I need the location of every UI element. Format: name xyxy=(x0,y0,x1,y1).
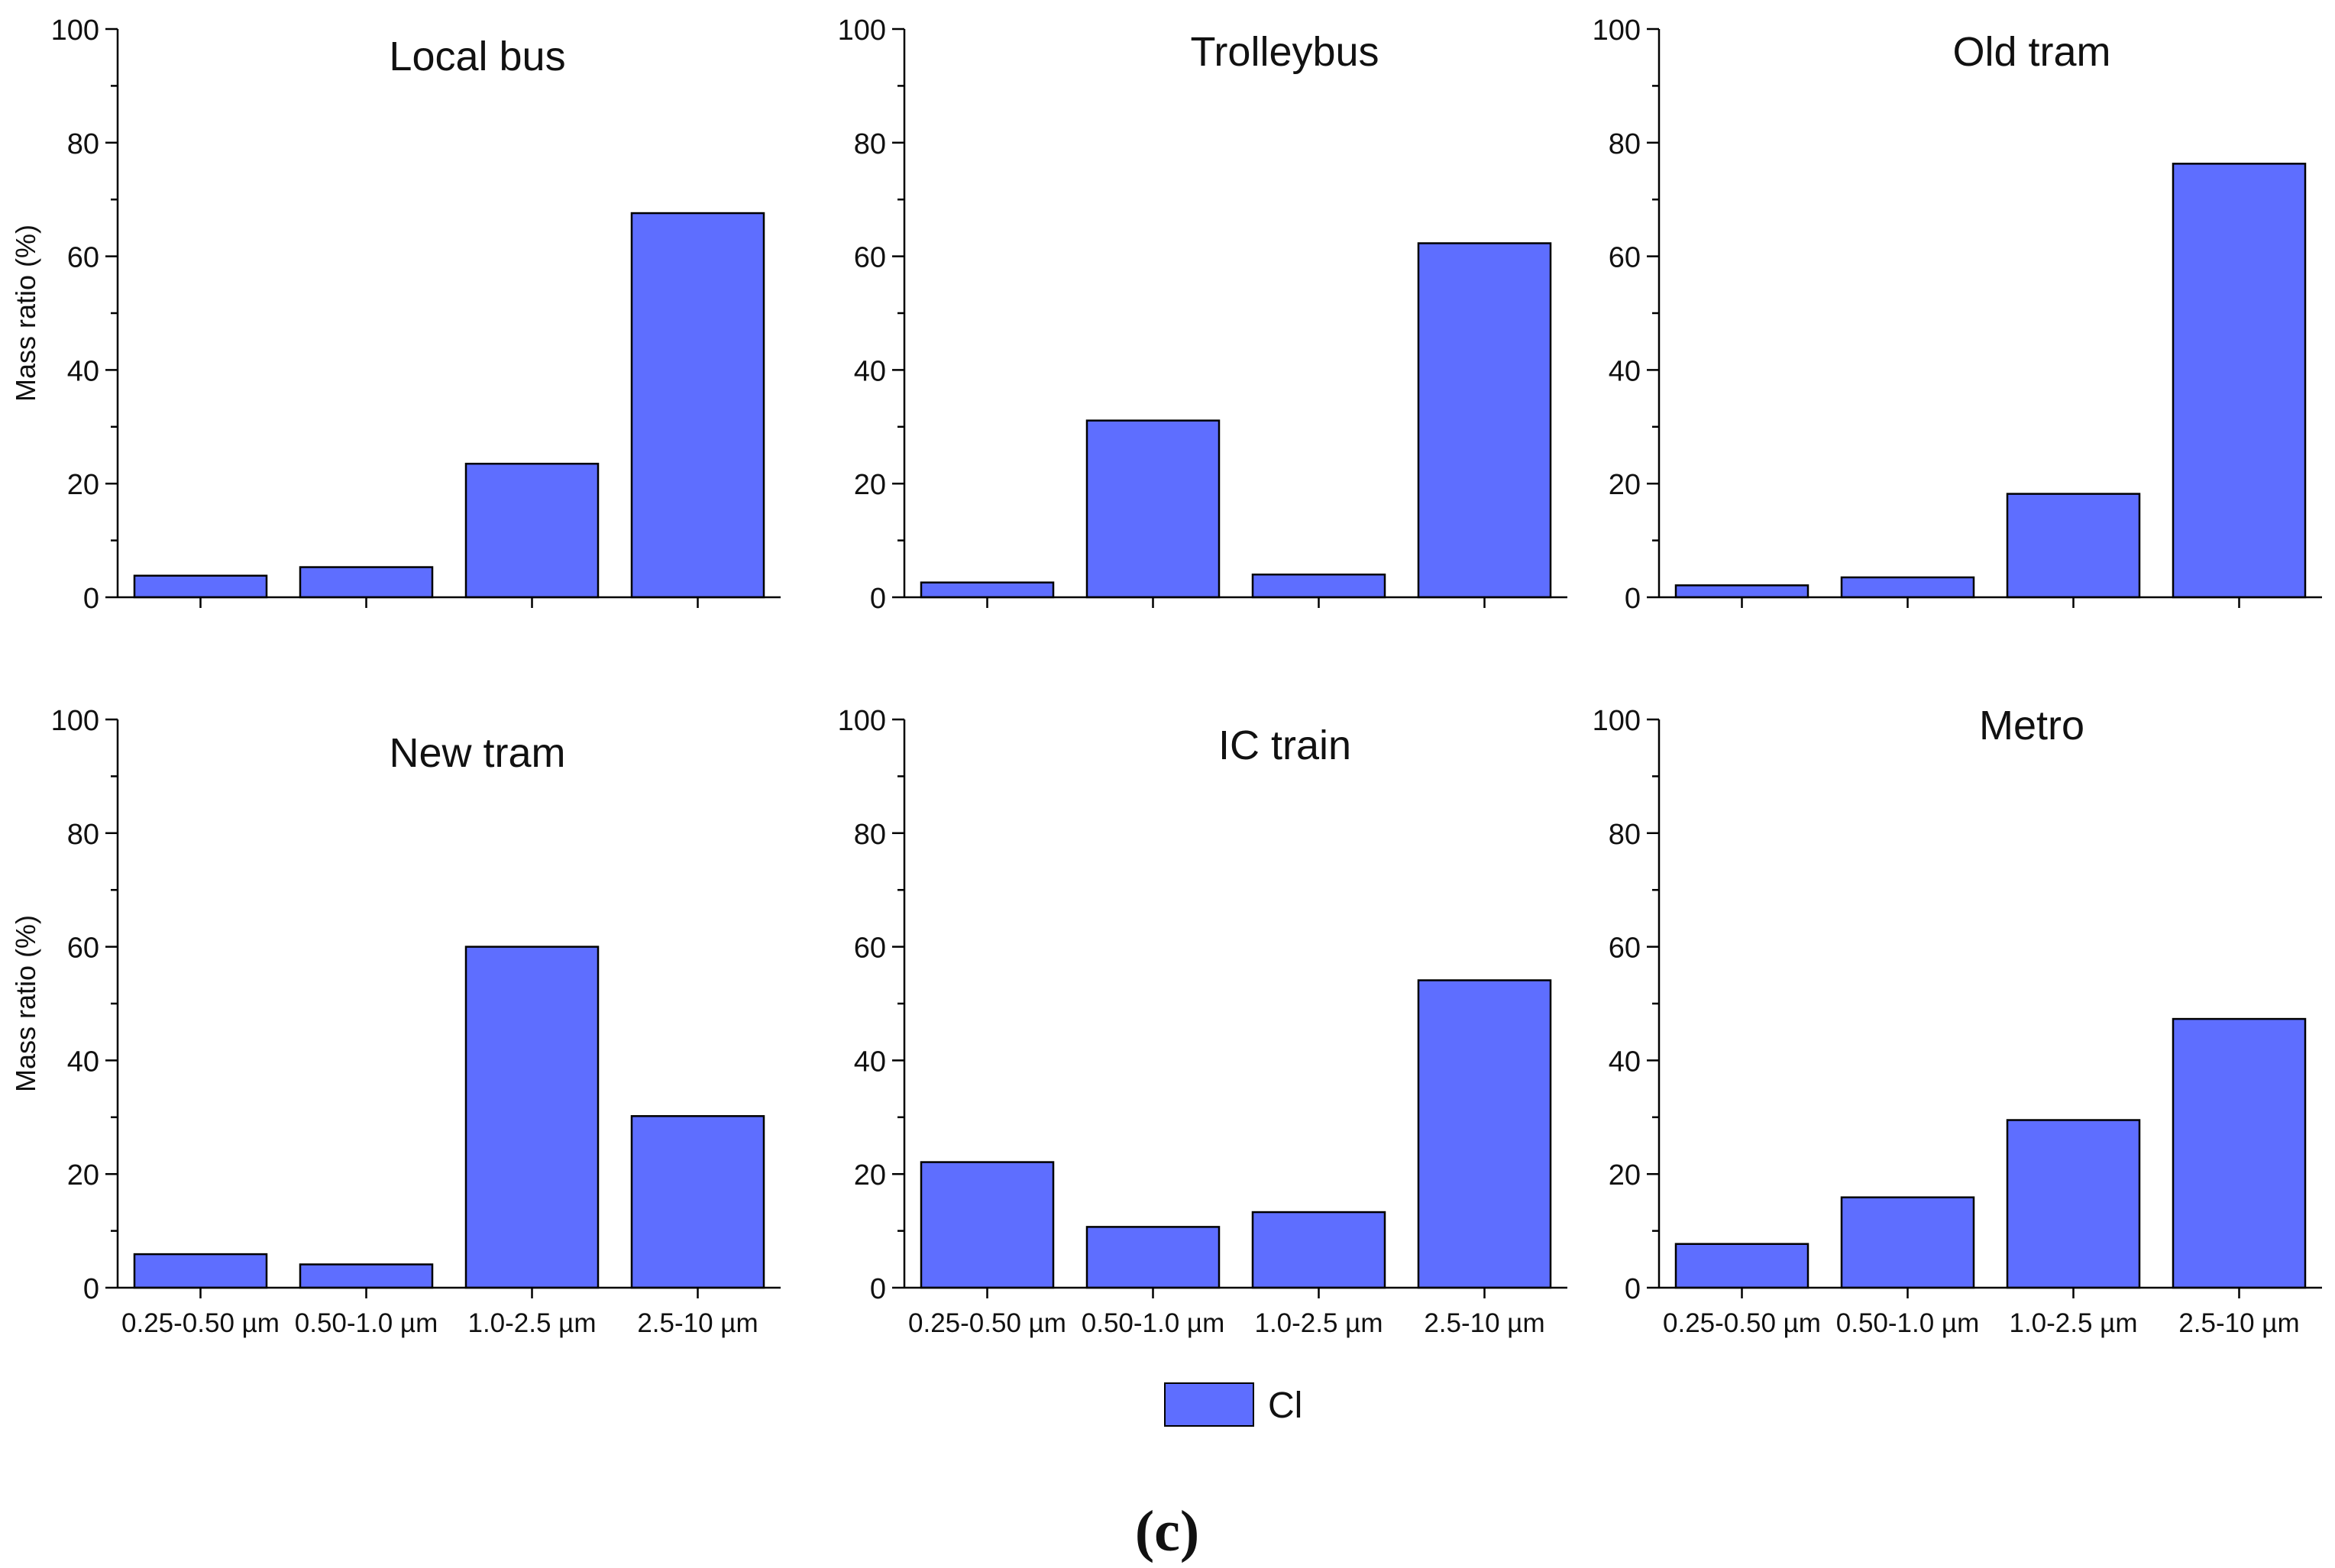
x-tick-label: 1.0-2.5 µm xyxy=(1254,1308,1383,1338)
panel-metro: 0 20 40 60 80 100 0.25-0.50 µm 0.50-1.0 µm 1.0-2… xyxy=(1593,703,2322,1338)
legend-label: Cl xyxy=(1268,1385,1302,1426)
chart-panels: 0 20 40 60 80 100 Local bus Mass ratio (%) 0 20 40… xyxy=(10,15,2322,1338)
y-tick-label: 40 xyxy=(854,355,886,387)
y-tick-label: 60 xyxy=(854,933,886,965)
y-tick-label: 80 xyxy=(1609,819,1641,851)
bar xyxy=(1674,584,1809,599)
bar xyxy=(2172,1017,2307,1289)
x-tick-label: 2.5-10 µm xyxy=(637,1308,758,1338)
y-tick-label: 20 xyxy=(854,469,886,501)
panel-local-bus: 0 20 40 60 80 100 Local bus Mass ratio (%) xyxy=(10,15,781,615)
x-tick-label: 0.25-0.50 µm xyxy=(908,1308,1066,1338)
bar xyxy=(2006,1119,2141,1289)
x-tick-label: 1.0-2.5 µm xyxy=(467,1308,596,1338)
y-tick-label: 100 xyxy=(51,705,99,737)
y-tick-label: 100 xyxy=(1593,705,1641,737)
y-tick-label: 0 xyxy=(83,583,99,615)
y-tick-label: 80 xyxy=(67,128,99,160)
y-tick-label: 0 xyxy=(1625,583,1641,615)
y-tick-label: 100 xyxy=(838,15,886,47)
y-tick-label: 100 xyxy=(1593,15,1641,47)
y-tick-label: 0 xyxy=(870,1273,886,1305)
bar xyxy=(1417,979,1552,1289)
bar xyxy=(1085,1226,1221,1289)
x-tick-label: 0.50-1.0 µm xyxy=(1082,1308,1224,1338)
y-tick-label: 60 xyxy=(1609,933,1641,965)
bar xyxy=(464,946,600,1289)
bar xyxy=(1085,419,1221,599)
y-axis-label: Mass ratio (%) xyxy=(10,225,41,402)
bar xyxy=(1251,1211,1386,1289)
bar xyxy=(133,1253,268,1289)
bar xyxy=(630,1115,765,1289)
bar xyxy=(920,581,1055,599)
x-tick-label: 0.25-0.50 µm xyxy=(1663,1308,1821,1338)
y-tick-label: 40 xyxy=(67,355,99,387)
legend-swatch xyxy=(1164,1382,1254,1427)
panel-trolleybus: 0 20 40 60 80 100 Trolleybus xyxy=(838,15,1567,615)
panel-ic-train: 0 20 40 60 80 100 0.25-0.50 µm 0.50-1.0 µm 1.0-2… xyxy=(838,705,1567,1338)
bar xyxy=(464,462,600,599)
y-tick-label: 40 xyxy=(854,1046,886,1078)
y-tick-label: 40 xyxy=(1609,355,1641,387)
legend: Cl xyxy=(1164,1382,1302,1427)
bar xyxy=(2172,163,2307,599)
y-tick-label: 80 xyxy=(1609,128,1641,160)
x-tick-label: 2.5-10 µm xyxy=(2178,1308,2299,1338)
y-tick-label: 40 xyxy=(67,1046,99,1078)
y-tick-label: 100 xyxy=(838,705,886,737)
y-tick-label: 100 xyxy=(51,15,99,47)
chart-title: IC train xyxy=(1218,723,1351,768)
bar xyxy=(2006,493,2141,599)
chart-title: Trolleybus xyxy=(1190,29,1379,75)
y-tick-label: 60 xyxy=(67,933,99,965)
x-tick-label: 1.0-2.5 µm xyxy=(2009,1308,2137,1338)
chart-title: Old tram xyxy=(1952,29,2110,75)
bar xyxy=(630,212,765,599)
bar xyxy=(920,1161,1055,1289)
y-tick-label: 40 xyxy=(1609,1046,1641,1078)
y-tick-label: 60 xyxy=(67,242,99,274)
y-tick-label: 80 xyxy=(854,819,886,851)
y-tick-label: 80 xyxy=(854,128,886,160)
bar xyxy=(1840,576,1975,599)
y-tick-label: 0 xyxy=(83,1273,99,1305)
chart-title: Local bus xyxy=(389,34,565,79)
bar xyxy=(133,574,268,599)
y-tick-label: 20 xyxy=(67,469,99,501)
bar xyxy=(1840,1196,1975,1289)
x-tick-label: 0.50-1.0 µm xyxy=(1836,1308,1979,1338)
y-tick-label: 20 xyxy=(854,1159,886,1191)
x-tick-label: 0.25-0.50 µm xyxy=(121,1308,280,1338)
y-tick-label: 20 xyxy=(1609,1159,1641,1191)
panel-old-tram: 0 20 40 60 80 100 Old tram xyxy=(1593,15,2322,615)
y-tick-label: 60 xyxy=(1609,242,1641,274)
y-tick-label: 0 xyxy=(870,583,886,615)
y-tick-label: 80 xyxy=(67,819,99,851)
bar xyxy=(1674,1243,1809,1289)
y-tick-label: 60 xyxy=(854,242,886,274)
figure-caption: (c) xyxy=(1135,1499,1199,1563)
bar xyxy=(299,566,434,599)
bar xyxy=(1417,242,1552,599)
bar xyxy=(1251,573,1386,599)
chart-title: Metro xyxy=(1979,703,2084,748)
x-tick-label: 2.5-10 µm xyxy=(1424,1308,1544,1338)
panel-new-tram: 0 20 40 60 80 100 0.25-0.50 µm 0.50-1.0 µm 1.0-2… xyxy=(10,705,781,1338)
x-tick-label: 0.50-1.0 µm xyxy=(295,1308,438,1338)
bar xyxy=(299,1263,434,1289)
y-tick-label: 20 xyxy=(67,1159,99,1191)
y-tick-label: 20 xyxy=(1609,469,1641,501)
y-tick-label: 0 xyxy=(1625,1273,1641,1305)
y-axis-label: Mass ratio (%) xyxy=(10,915,41,1092)
chart-title: New tram xyxy=(389,730,565,776)
